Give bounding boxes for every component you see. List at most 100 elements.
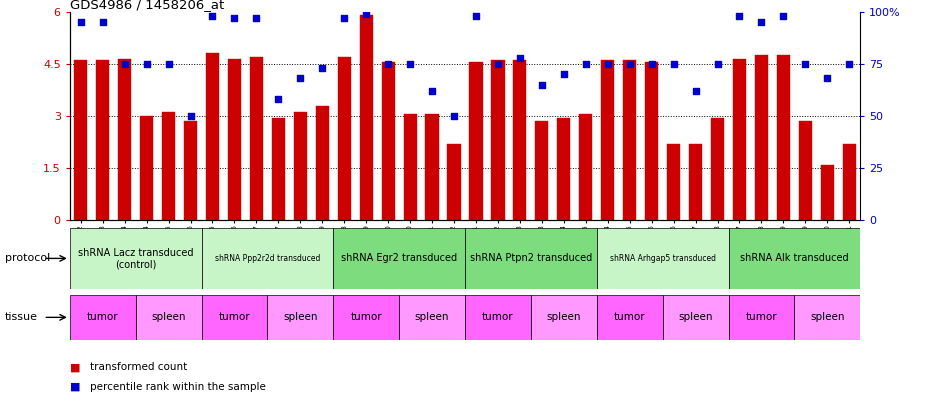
Point (403, 61, 418, 67)
Bar (333, 228, 465, 289)
Bar (597, 228, 728, 289)
Point (666, 61, 681, 67)
Point (600, 61, 615, 67)
Point (469, 13, 484, 19)
Point (380, 61, 395, 67)
Bar (70, 295, 136, 340)
Point (644, 61, 659, 67)
Bar (399, 295, 465, 340)
Text: protocol: protocol (5, 253, 50, 263)
Point (95, 19, 110, 26)
Text: tissue: tissue (5, 312, 37, 322)
Bar (272, 118, 285, 220)
Text: shRNA Ppp2r2d transduced: shRNA Ppp2r2d transduced (215, 254, 320, 263)
Point (205, 13, 219, 19)
Point (490, 61, 505, 67)
Point (227, 15, 242, 21)
Bar (228, 59, 241, 220)
Bar (777, 55, 790, 220)
Text: spleen: spleen (810, 312, 844, 322)
Point (446, 113, 461, 119)
Point (535, 82, 550, 88)
Point (578, 61, 593, 67)
Point (161, 61, 176, 67)
Bar (118, 59, 131, 220)
Text: shRNA Egr2 transduced: shRNA Egr2 transduced (341, 253, 458, 263)
Bar (206, 53, 219, 220)
Point (798, 61, 813, 67)
Text: ■: ■ (70, 362, 80, 373)
Bar (338, 57, 351, 220)
Text: tumor: tumor (482, 312, 513, 322)
Text: shRNA Ptpn2 transduced: shRNA Ptpn2 transduced (470, 253, 592, 263)
Bar (96, 61, 109, 220)
Bar (843, 144, 856, 220)
Point (512, 55, 527, 61)
Bar (728, 228, 860, 289)
Bar (74, 61, 87, 220)
Point (688, 88, 703, 94)
Bar (447, 144, 460, 220)
Text: percentile rank within the sample: percentile rank within the sample (90, 382, 266, 392)
Bar (294, 112, 307, 220)
Text: tumor: tumor (219, 312, 250, 322)
Bar (184, 121, 197, 220)
Point (140, 61, 154, 67)
Bar (315, 105, 329, 220)
Point (776, 13, 790, 19)
Text: shRNA Lacz transduced
(control): shRNA Lacz transduced (control) (78, 248, 193, 269)
Point (842, 61, 857, 67)
Bar (820, 165, 834, 220)
Text: shRNA Alk transduced: shRNA Alk transduced (740, 253, 849, 263)
Point (183, 113, 198, 119)
Point (359, 11, 374, 17)
Text: spleen: spleen (283, 312, 317, 322)
Point (754, 19, 769, 26)
Bar (491, 61, 504, 220)
Bar (202, 295, 267, 340)
Point (820, 75, 835, 82)
Bar (557, 118, 570, 220)
Text: GDS4986 / 1458206_at: GDS4986 / 1458206_at (70, 0, 224, 11)
Point (249, 15, 264, 21)
Bar (333, 295, 399, 340)
Bar (425, 114, 439, 220)
Bar (711, 118, 724, 220)
Text: shRNA Arhgap5 transduced: shRNA Arhgap5 transduced (610, 254, 715, 263)
Bar (70, 228, 202, 289)
Point (73, 19, 88, 26)
Bar (250, 57, 263, 220)
Bar (536, 121, 549, 220)
Bar (140, 116, 153, 220)
Point (293, 75, 308, 82)
Bar (531, 295, 597, 340)
Bar (662, 295, 728, 340)
Bar (465, 228, 597, 289)
Bar (470, 62, 483, 220)
Bar (728, 295, 794, 340)
Bar (360, 15, 373, 220)
Point (732, 13, 747, 19)
Bar (267, 295, 333, 340)
Point (271, 96, 286, 103)
Bar (623, 61, 636, 220)
Bar (733, 59, 746, 220)
Text: transformed count: transformed count (90, 362, 188, 373)
Point (622, 61, 637, 67)
Text: spleen: spleen (547, 312, 581, 322)
Bar (381, 62, 394, 220)
Bar (799, 121, 812, 220)
Text: tumor: tumor (614, 312, 645, 322)
Point (425, 88, 440, 94)
Bar (667, 144, 680, 220)
Bar (601, 61, 615, 220)
Bar (162, 112, 175, 220)
Text: tumor: tumor (746, 312, 777, 322)
Bar (794, 295, 860, 340)
Point (117, 61, 132, 67)
Bar (645, 62, 658, 220)
Text: spleen: spleen (678, 312, 712, 322)
Bar (202, 228, 333, 289)
Bar (689, 144, 702, 220)
Bar (597, 295, 662, 340)
